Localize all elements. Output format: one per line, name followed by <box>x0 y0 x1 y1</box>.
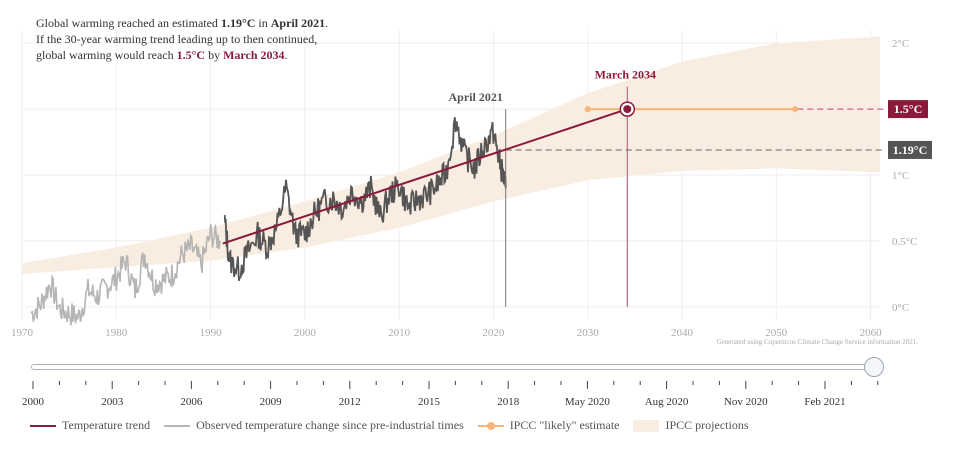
annotation-date: March 2034 <box>223 48 285 62</box>
data-credit: Generated using Copernicus Climate Chang… <box>716 338 918 346</box>
timeline-label: 2003 <box>101 396 124 408</box>
x-tick-label: 2050 <box>765 327 788 339</box>
value-badge-1-19-text: 1.19°C <box>893 143 927 157</box>
legend-label: Observed temperature change since pre-in… <box>196 418 464 432</box>
temperature-trend-line <box>222 108 628 245</box>
value-badge-1-19 <box>888 140 932 159</box>
legend-swatch-trend <box>30 424 56 427</box>
annotation-value: 1.5°C <box>176 48 206 62</box>
value-badge-1-5 <box>888 100 928 119</box>
annotation-line-3: global warming would reach 1.5°C by Marc… <box>36 47 328 63</box>
timeline-label: Feb 2021 <box>804 396 846 408</box>
legend-item-observed[interactable]: Observed temperature change since pre-in… <box>164 418 464 433</box>
annotation-text: . <box>325 16 329 30</box>
y-axis-tick-labels: 0°C 0.5°C 1°C 2°C <box>892 38 918 314</box>
legend: Temperature trend Observed temperature c… <box>30 418 762 433</box>
legend-label: Temperature trend <box>62 418 151 432</box>
annotation-date: April 2021 <box>270 16 326 30</box>
headline-annotation: Global warming reached an estimated 1.19… <box>36 15 328 63</box>
legend-item-ipcc-projections[interactable]: IPCC projections <box>633 418 748 433</box>
legend-label: IPCC projections <box>665 418 749 432</box>
legend-swatch-ipcc-projections <box>633 419 660 432</box>
x-axis-tick-labels: 1970 1980 1990 2000 2010 2020 2030 2040 2050 2060 <box>11 327 882 339</box>
x-tick-label: 2060 <box>860 327 883 339</box>
x-tick-label: 2020 <box>482 327 505 339</box>
legend-item-ipcc-likely[interactable]: IPCC "likely" estimate <box>477 418 620 433</box>
timeline-label: 2000 <box>22 396 44 408</box>
x-tick-label: 2040 <box>671 327 694 339</box>
y-tick-label: 0.5°C <box>892 236 918 248</box>
annotation-value: 1.19°C <box>220 16 256 30</box>
x-tick-label: 1990 <box>200 327 223 339</box>
y-tick-label: 1°C <box>892 170 909 182</box>
timeline-label: May 2020 <box>564 396 610 408</box>
x-tick-label: 1970 <box>11 327 34 339</box>
annotation-text: in <box>255 16 271 30</box>
x-tick-label: 2000 <box>294 327 317 339</box>
annotation-text: global warming would reach <box>36 48 177 62</box>
timeline-label: 2018 <box>497 396 520 408</box>
ipcc-likely-end-dot <box>792 106 799 113</box>
annotation-text: . <box>284 48 288 62</box>
y-tick-label: 2°C <box>892 38 909 50</box>
x-tick-label: 2010 <box>388 327 411 339</box>
annotation-text: by <box>205 48 224 62</box>
timeline-ticks <box>32 381 879 389</box>
legend-swatch-ipcc-likely <box>477 421 504 430</box>
timeline-label: Nov 2020 <box>723 396 768 408</box>
observed-early-series <box>30 224 221 326</box>
observed-recent-series <box>223 117 507 282</box>
legend-item-trend[interactable]: Temperature trend <box>30 418 150 433</box>
timeline-label: 2006 <box>180 396 203 408</box>
annotation-line-2: If the 30-year warming trend leading up … <box>36 32 318 46</box>
value-badge-1-5-text: 1.5°C <box>894 102 922 116</box>
x-tick-label: 2030 <box>577 327 600 339</box>
march-2034-marker-dot <box>623 105 632 114</box>
x-tick-label: 1980 <box>105 327 128 339</box>
legend-label: IPCC "likely" estimate <box>509 418 620 432</box>
timeline-label: Aug 2020 <box>644 396 689 408</box>
annotation-text: Global warming reached an estimated <box>36 16 221 30</box>
april-2021-label: April 2021 <box>449 90 503 104</box>
march-2034-label: March 2034 <box>595 68 656 82</box>
legend-swatch-observed <box>164 424 191 427</box>
time-slider-handle[interactable] <box>864 357 884 377</box>
time-slider-track[interactable] <box>31 364 877 370</box>
timeline-label: 2009 <box>259 396 282 408</box>
timeline-label: 2015 <box>418 396 440 408</box>
ipcc-likely-start-dot <box>584 106 591 113</box>
annotation-line-1: Global warming reached an estimated 1.19… <box>36 15 328 31</box>
y-tick-label: 0°C <box>892 302 909 314</box>
timeline-label: 2012 <box>338 396 361 408</box>
